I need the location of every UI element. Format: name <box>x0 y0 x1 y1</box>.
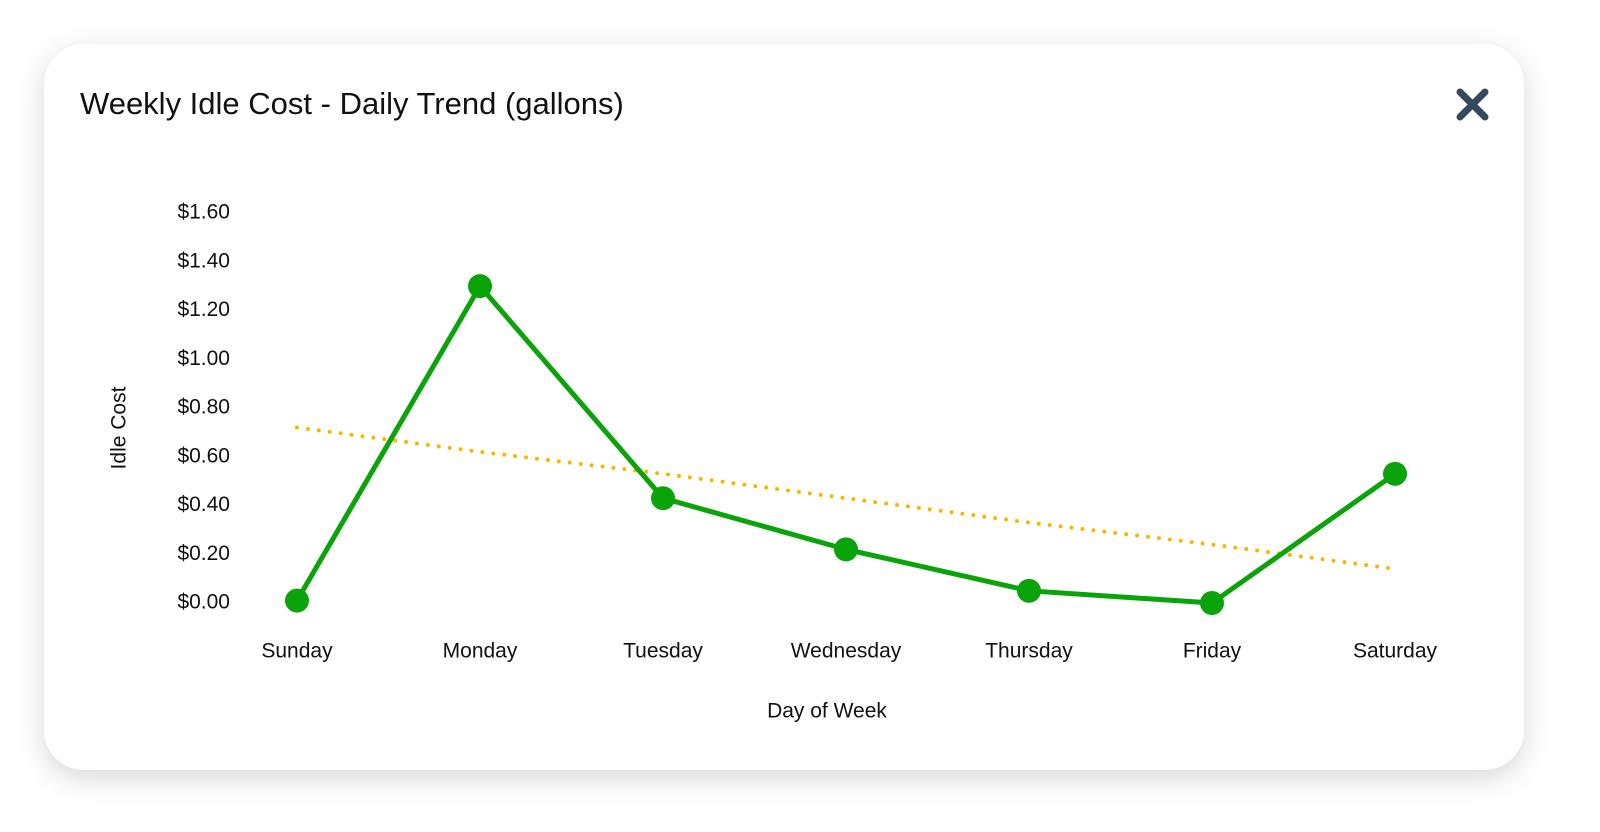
data-point <box>1017 578 1041 603</box>
x-axis-label: Day of Week <box>767 700 887 723</box>
trend-line <box>295 425 1397 571</box>
y-tick-label: $0.80 <box>177 396 230 419</box>
y-axis-label: Idle Cost <box>108 386 131 469</box>
data-point <box>651 486 675 511</box>
data-point <box>1200 591 1224 615</box>
data-point <box>1383 461 1407 486</box>
data-point <box>468 274 492 299</box>
close-button[interactable] <box>1456 88 1489 121</box>
x-tick-label: Wednesday <box>791 640 902 663</box>
x-tick-label: Tuesday <box>623 640 703 663</box>
y-tick-label: $1.20 <box>177 298 230 321</box>
y-tick-label: $0.60 <box>177 444 230 467</box>
y-tick-label: $0.20 <box>177 542 230 565</box>
x-tick-label: Sunday <box>261 640 333 663</box>
chart-title: Weekly Idle Cost - Daily Trend (gallons) <box>80 86 624 121</box>
data-point <box>834 537 858 562</box>
data-point <box>285 588 309 613</box>
y-tick-label: $0.00 <box>177 591 230 614</box>
modal-card <box>44 44 1524 770</box>
x-tick-label: Thursday <box>985 640 1073 663</box>
x-tick-label: Saturday <box>1353 640 1438 663</box>
y-tick-label: $1.40 <box>177 249 230 272</box>
x-tick-label: Friday <box>1183 640 1242 663</box>
y-tick-label: $0.40 <box>177 493 230 516</box>
y-tick-label: $1.60 <box>177 201 230 224</box>
y-tick-label: $1.00 <box>177 347 230 370</box>
x-tick-label: Monday <box>443 640 518 663</box>
close-icon <box>1456 88 1489 121</box>
